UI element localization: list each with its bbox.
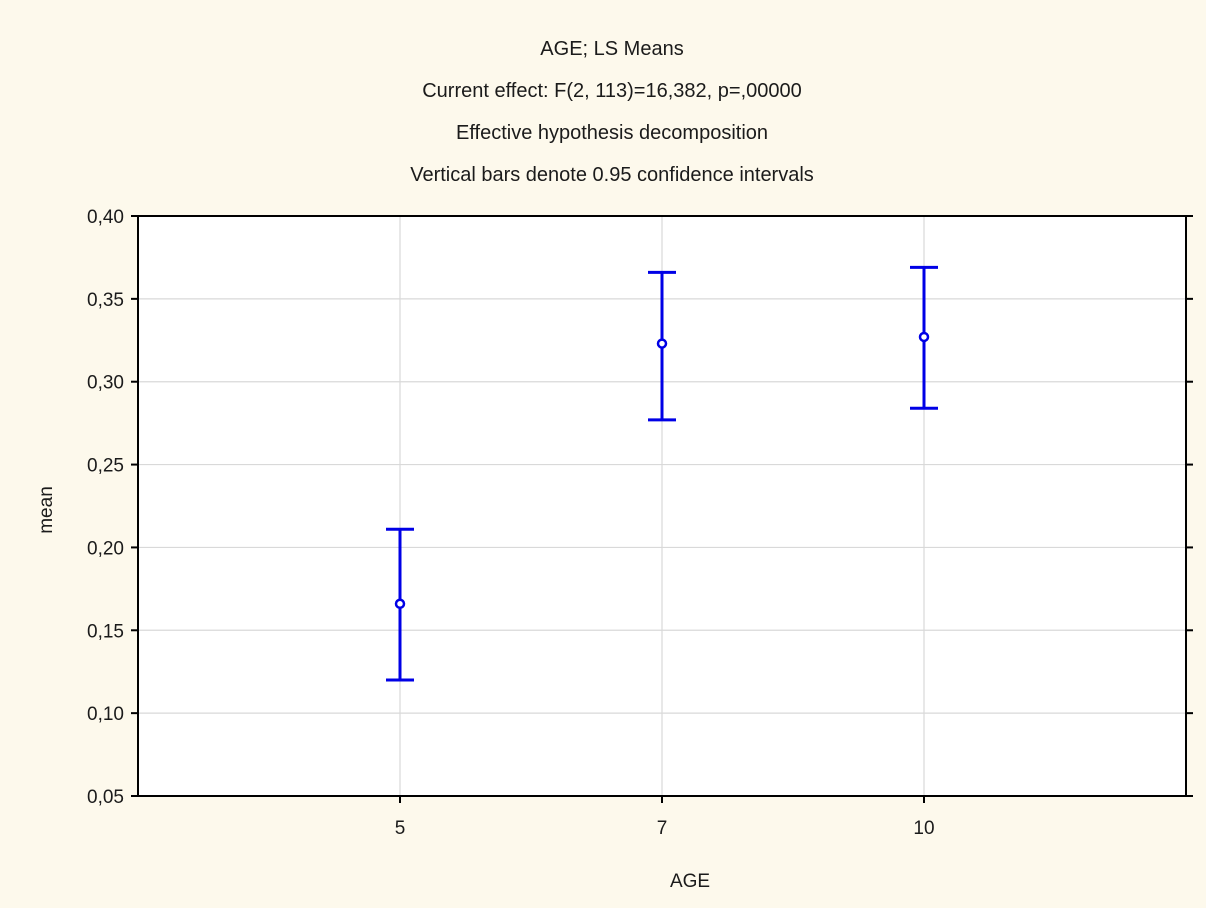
chart-subtitle-ci-note: Vertical bars denote 0.95 confidence int… <box>410 164 814 186</box>
mean-point <box>918 331 930 343</box>
x-tick-label: 10 <box>913 818 934 839</box>
mean-point <box>656 338 668 349</box>
y-tick-label: 0,10 <box>87 704 124 725</box>
mean-point <box>394 598 406 610</box>
chart-subtitle-effect: Current effect: F(2, 113)=16,382, p=,000… <box>422 80 802 102</box>
error-bar-age-10 <box>910 265 938 410</box>
y-tick-label: 0,40 <box>87 207 124 228</box>
x-axis-label: AGE <box>670 871 710 892</box>
y-axis-label: mean <box>36 486 57 534</box>
x-tick-label: 5 <box>395 818 406 839</box>
error-bar-age-5 <box>386 527 414 682</box>
y-tick-label: 0,25 <box>87 456 124 477</box>
y-tick-label: 0,20 <box>87 538 124 559</box>
plot-frame <box>137 215 1187 797</box>
chart-title-group: AGE; LS Means Current effect: F(2, 113)=… <box>410 38 814 186</box>
y-axis-ticks: 0,05 0,10 0,15 0,20 0,25 0,30 0,35 0,40 <box>87 207 1193 808</box>
x-axis-ticks: 5 7 10 <box>395 796 935 839</box>
y-tick-label: 0,05 <box>87 787 124 808</box>
chart-title: AGE; LS Means <box>540 38 683 60</box>
error-bar-age-7 <box>648 270 676 422</box>
chart-subtitle-decomposition: Effective hypothesis decomposition <box>456 122 768 144</box>
y-tick-label: 0,35 <box>87 290 124 311</box>
y-tick-label: 0,15 <box>87 621 124 642</box>
error-bars <box>386 265 938 682</box>
x-tick-label: 7 <box>657 818 668 839</box>
y-tick-label: 0,30 <box>87 373 124 394</box>
